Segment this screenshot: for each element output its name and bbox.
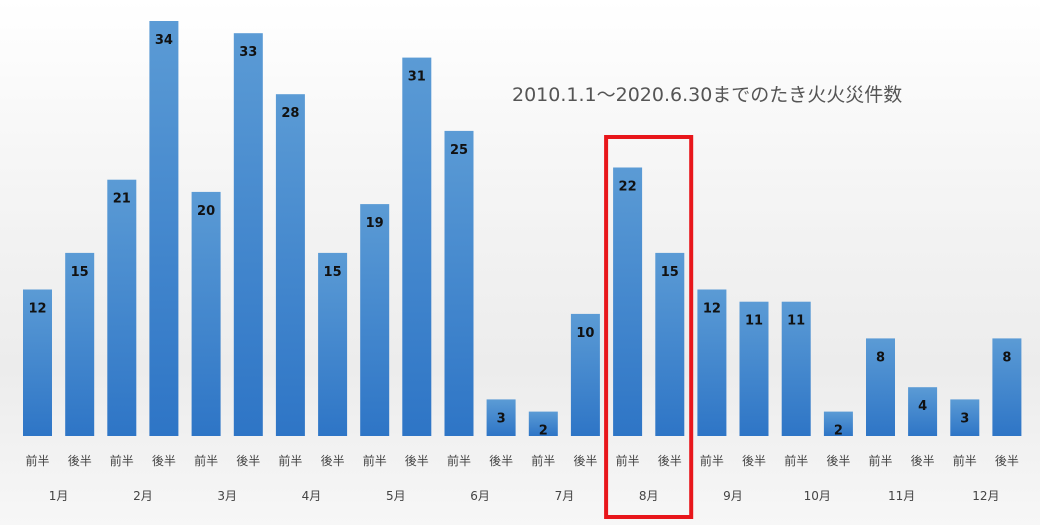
category-label: 前半 bbox=[616, 453, 640, 468]
category-label: 前半 bbox=[700, 453, 724, 468]
category-label: 前半 bbox=[447, 453, 471, 468]
month-label: 9月 bbox=[723, 489, 743, 503]
month-label: 7月 bbox=[555, 489, 575, 503]
data-label: 19 bbox=[366, 216, 384, 231]
data-label: 8 bbox=[1002, 350, 1011, 365]
data-label: 34 bbox=[155, 33, 173, 48]
bar bbox=[697, 289, 727, 436]
data-label: 2 bbox=[539, 424, 548, 439]
data-label: 10 bbox=[576, 326, 594, 341]
category-label: 前半 bbox=[278, 453, 302, 468]
bar bbox=[781, 301, 811, 436]
category-label: 前半 bbox=[953, 453, 977, 468]
data-label: 15 bbox=[661, 265, 679, 280]
data-label: 31 bbox=[408, 70, 426, 85]
data-label: 15 bbox=[324, 265, 342, 280]
month-label: 3月 bbox=[217, 489, 237, 503]
category-label: 前半 bbox=[194, 453, 218, 468]
category-label: 後半 bbox=[489, 454, 513, 468]
chart-title: 2010.1.1～2020.6.30までのたき火火災件数 bbox=[512, 84, 902, 106]
category-label: 後半 bbox=[236, 454, 260, 468]
data-label: 12 bbox=[703, 302, 721, 317]
bar bbox=[950, 399, 980, 436]
bar bbox=[402, 57, 432, 436]
bar bbox=[23, 289, 52, 436]
category-label: 前半 bbox=[868, 453, 892, 468]
data-label: 3 bbox=[497, 411, 506, 426]
month-label: 12月 bbox=[972, 489, 999, 503]
category-label: 後半 bbox=[658, 454, 682, 468]
bar bbox=[149, 21, 179, 436]
category-label: 後半 bbox=[911, 454, 935, 468]
bar bbox=[992, 338, 1022, 436]
category-label: 後半 bbox=[405, 454, 429, 468]
highlight-box bbox=[604, 135, 694, 519]
bar bbox=[360, 204, 390, 436]
bar bbox=[191, 191, 221, 436]
category-label: 前半 bbox=[110, 453, 134, 468]
bar bbox=[444, 130, 474, 436]
data-label: 25 bbox=[450, 143, 468, 158]
bar bbox=[318, 252, 348, 436]
data-label: 12 bbox=[28, 302, 46, 317]
bar bbox=[570, 313, 600, 436]
data-label: 20 bbox=[197, 204, 215, 219]
category-label: 後半 bbox=[742, 454, 766, 468]
bar bbox=[486, 399, 516, 436]
category-label: 後半 bbox=[321, 454, 345, 468]
data-label: 15 bbox=[71, 265, 89, 280]
data-label: 2 bbox=[834, 424, 843, 439]
month-label: 1月 bbox=[49, 489, 69, 503]
bar bbox=[528, 411, 558, 436]
category-label: 前半 bbox=[25, 453, 49, 468]
month-label: 11月 bbox=[888, 489, 915, 503]
category-label: 後半 bbox=[995, 454, 1019, 468]
category-label: 前半 bbox=[363, 453, 387, 468]
category-label: 前半 bbox=[784, 453, 808, 468]
data-label: 28 bbox=[281, 106, 299, 121]
data-label: 11 bbox=[787, 314, 805, 329]
bar bbox=[613, 167, 643, 436]
bar bbox=[739, 301, 769, 436]
data-label: 11 bbox=[745, 314, 763, 329]
bar bbox=[823, 411, 853, 436]
data-label: 4 bbox=[918, 399, 927, 414]
data-label: 3 bbox=[960, 411, 969, 426]
bar bbox=[275, 94, 305, 436]
month-label: 2月 bbox=[133, 489, 153, 503]
month-label: 5月 bbox=[386, 489, 406, 503]
bar bbox=[233, 33, 263, 436]
category-label: 後半 bbox=[826, 454, 850, 468]
category-label: 後半 bbox=[68, 454, 92, 468]
bar bbox=[107, 179, 137, 436]
month-label: 4月 bbox=[302, 489, 322, 503]
bar bbox=[866, 338, 895, 436]
month-label: 6月 bbox=[470, 489, 490, 503]
data-label: 8 bbox=[876, 350, 885, 365]
month-label: 8月 bbox=[639, 489, 659, 503]
category-label: 後半 bbox=[573, 454, 597, 468]
data-label: 33 bbox=[239, 45, 257, 60]
data-label: 21 bbox=[113, 192, 131, 207]
category-label: 前半 bbox=[531, 453, 555, 468]
month-label: 10月 bbox=[804, 489, 831, 503]
bar bbox=[655, 252, 685, 436]
bar bbox=[908, 387, 938, 436]
bar bbox=[65, 252, 95, 436]
data-label: 22 bbox=[619, 180, 637, 195]
category-label: 後半 bbox=[152, 454, 176, 468]
